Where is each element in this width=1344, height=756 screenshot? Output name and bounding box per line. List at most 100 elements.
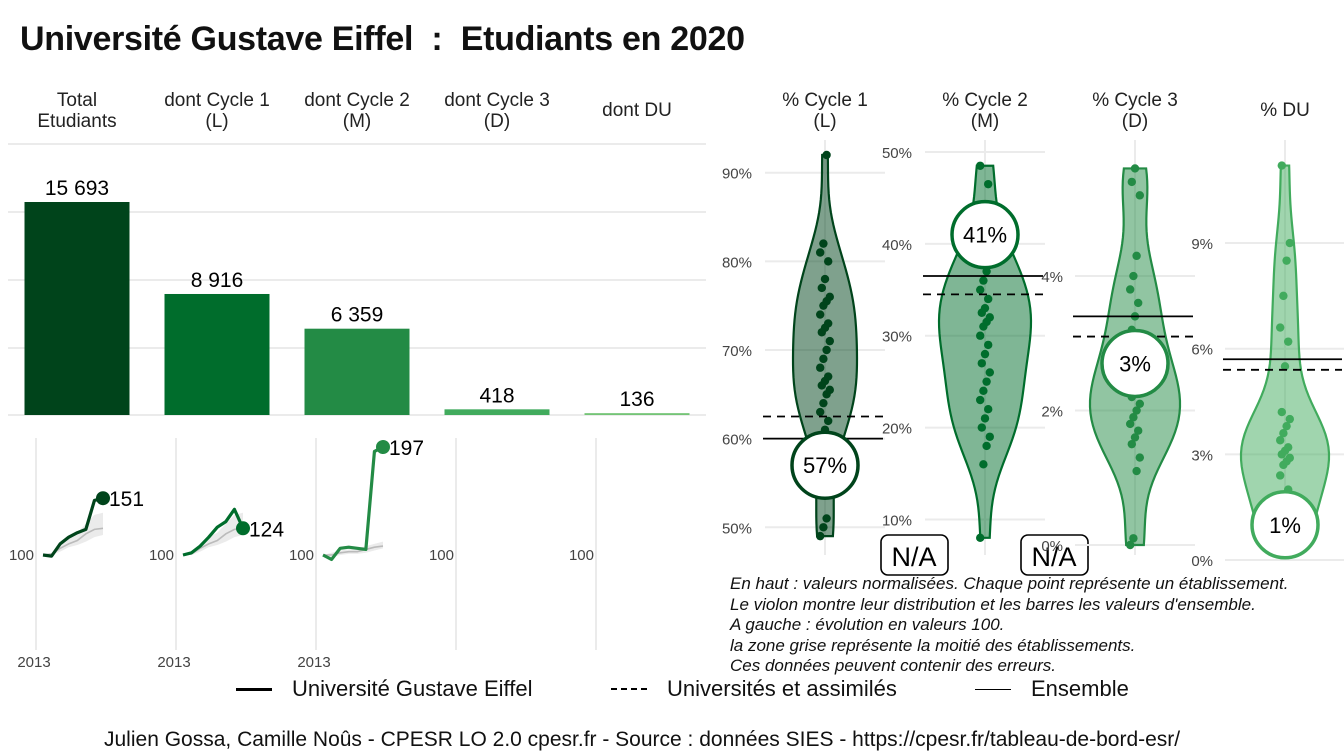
bar-value-label: 15 693 [45, 177, 109, 200]
violin-point [1284, 337, 1293, 346]
value-bubble [1100, 328, 1170, 399]
violin-point [822, 150, 831, 160]
violin-header: (L) [813, 111, 836, 132]
violin-point [822, 345, 831, 355]
violin-panel: % Cycle 2(M) 10% 20% 30% 40% 50% 41% [882, 90, 1045, 555]
bar-value-label: 136 [619, 388, 654, 411]
evolution-end-point [376, 440, 390, 454]
violin-tick-label: 50% [882, 145, 912, 162]
violin-point [816, 363, 825, 372]
violin-tick-label: 10% [882, 512, 912, 529]
violin-point [1126, 285, 1135, 294]
violin-point [1282, 256, 1291, 265]
violin-point [976, 395, 985, 405]
evolution-line [322, 445, 384, 562]
violin-panel: % Cycle 3(D) 0% 2% 4% 3% [1041, 90, 1195, 555]
legend-thin-line [975, 688, 1011, 690]
evolution-panel: 100 N/A [569, 438, 1089, 650]
violin-point [824, 416, 833, 426]
evolution-y-tick: 100 [9, 547, 34, 564]
violin-point [1134, 426, 1143, 435]
violin-point [1129, 271, 1138, 281]
violin-point [977, 423, 986, 432]
violin-point [816, 531, 825, 541]
violin-point [979, 276, 988, 285]
evolution-x-tick: 2013 [297, 654, 330, 671]
violin-tick-label: 6% [1191, 342, 1213, 359]
legend-label: Université Gustave Eiffel [292, 676, 533, 701]
bar-category-label: Total [57, 90, 97, 111]
violin-point [1277, 407, 1287, 417]
legend-label: Universités et assimilés [667, 676, 897, 701]
evolution-x-tick: 2013 [17, 654, 50, 671]
bar [444, 409, 550, 415]
evolution-band [183, 512, 243, 555]
violin-point [1134, 298, 1143, 308]
violin-tick-label: 70% [722, 343, 752, 360]
violin-point [984, 294, 993, 304]
violin-point [1285, 414, 1295, 424]
violin-tick-label: 80% [722, 254, 752, 271]
violin-point [1277, 161, 1287, 170]
violin-header: % Cycle 2 [942, 90, 1028, 111]
legend-label: Ensemble [1031, 676, 1129, 701]
violin-tick-label: 60% [722, 432, 752, 449]
evolution-panel: 100 151 2013 [9, 438, 144, 671]
violin-tick-label: 3% [1191, 447, 1213, 464]
violin-point [984, 340, 993, 350]
violin-point [824, 257, 833, 266]
violin-point [820, 274, 830, 284]
bar-value-label: 418 [479, 384, 514, 407]
notes-block: En haut : valeurs normalisées. Chaque po… [730, 574, 1289, 677]
bar-category-label: dont Cycle 3 [444, 90, 550, 111]
na-box [1020, 534, 1089, 576]
violin-header: % Cycle 1 [782, 90, 868, 111]
violin-point [817, 283, 826, 293]
violin-point [1276, 436, 1285, 445]
legend-solid-line [236, 687, 272, 691]
evolution-y-tick: 100 [289, 547, 314, 564]
violin-point [985, 368, 994, 377]
chart-title: Université Gustave Eiffel : Etudiants en… [20, 20, 745, 58]
legend: Université Gustave Eiffel Universités et… [0, 676, 1344, 712]
violin-tick-label: 0% [1191, 553, 1213, 570]
note-line: Le violon montre leur distribution et le… [730, 594, 1256, 614]
violin-header: % DU [1260, 100, 1310, 121]
evolution-end-point [96, 491, 110, 506]
legend-item-universites: Universités et assimilés [611, 676, 897, 702]
violin-tick-label: 30% [882, 329, 912, 346]
note-line: la zone grise représente la moitié des é… [730, 635, 1136, 655]
violin-point [976, 161, 985, 170]
bar [164, 293, 270, 415]
violin-tick-label: 50% [722, 520, 752, 537]
violin-point [976, 533, 985, 543]
value-bubble-label: 1% [1269, 513, 1301, 538]
violin-point [1279, 429, 1288, 438]
bar [24, 202, 130, 415]
value-bubble-label: 41% [963, 223, 1007, 248]
bar-category-label: dont DU [602, 100, 672, 121]
violin-point [976, 285, 985, 294]
evolution-y-tick: 100 [149, 547, 174, 564]
violin-tick-label: 20% [882, 421, 912, 438]
violin-point [816, 407, 825, 417]
bar-category-label: dont Cycle 2 [304, 90, 410, 111]
violin-header: (D) [1122, 111, 1148, 132]
violin-header: (M) [971, 111, 999, 132]
violin-point [1135, 399, 1145, 408]
na-label: N/A [891, 542, 936, 572]
evolution-end-label: 197 [389, 437, 424, 460]
violin-point [1127, 439, 1137, 449]
evolution-y-tick: 100 [429, 547, 454, 564]
violin-point [1132, 251, 1141, 261]
violin-tick-label: 40% [882, 237, 912, 254]
bar [584, 413, 690, 415]
violin-point [816, 310, 825, 319]
violin-tick-label: 0% [1041, 538, 1063, 555]
evolution-line [182, 507, 245, 557]
evolution-end-point [236, 521, 250, 536]
legend-dashed-line [611, 688, 647, 690]
na-box [880, 534, 949, 576]
violin-point [984, 405, 993, 414]
violin-point [980, 303, 990, 313]
